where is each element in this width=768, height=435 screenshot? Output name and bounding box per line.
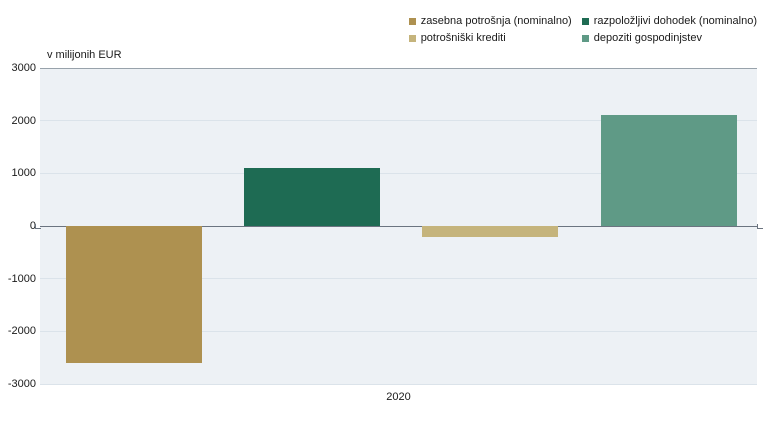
legend-swatch-icon: [408, 17, 416, 25]
gridline: [40, 67, 757, 69]
legend-swatch-icon: [581, 34, 589, 42]
gridline: [40, 172, 757, 174]
bar-1: [65, 226, 202, 363]
bar-4: [600, 115, 737, 226]
legend-item: razpoložljivi dohodek (nominalno): [581, 15, 757, 27]
legend-item: zasebna potrošnja (nominalno): [408, 15, 572, 27]
legend-label: razpoložljivi dohodek (nominalno): [593, 15, 757, 27]
legend-label: zasebna potrošnja (nominalno): [420, 15, 572, 27]
y-tick-label: -2000: [7, 325, 36, 338]
y-tick-label: 3000: [11, 62, 36, 74]
zero-axis-tick: [35, 224, 41, 229]
y-tick-label: 1000: [11, 167, 36, 180]
x-axis-category-label: 2020: [386, 391, 411, 403]
y-tick-label: 2000: [11, 114, 36, 127]
bar-3: [422, 226, 559, 237]
gridline: [40, 383, 757, 385]
chart-legend: zasebna potrošnja (nominalno) razpoložlji…: [408, 15, 757, 44]
legend-item: potrošniški krediti: [408, 32, 506, 44]
zero-axis-tick: [757, 224, 763, 229]
legend-label: depoziti gospodinjstev: [593, 32, 702, 44]
legend-label: potrošniški krediti: [420, 32, 506, 44]
zero-gridline: [40, 225, 757, 227]
gridline: [40, 120, 757, 122]
legend-item: depoziti gospodinjstev: [581, 32, 702, 44]
y-tick-label: -3000: [7, 378, 36, 390]
y-tick-label: -1000: [7, 272, 36, 285]
y-tick-label: 0: [29, 220, 36, 232]
gridline: [40, 278, 757, 280]
bar-2: [243, 168, 380, 226]
gridline: [40, 330, 757, 332]
y-axis-unit-label: v milijonih EUR: [47, 49, 122, 61]
legend-swatch-icon: [408, 34, 416, 42]
legend-swatch-icon: [581, 17, 589, 25]
